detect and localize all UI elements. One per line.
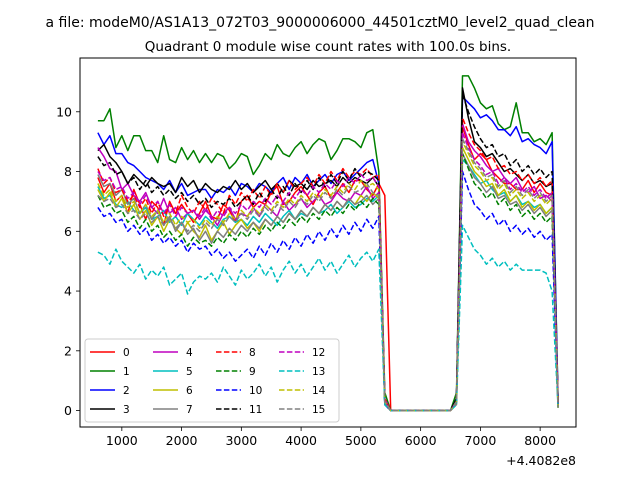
legend-label-1: 1: [123, 366, 130, 378]
series-layer: [97, 75, 559, 412]
x-axis-offset-label: +4.4082e8: [506, 453, 576, 468]
chart-title: Quadrant 0 module wise count rates with …: [145, 39, 511, 55]
x-tick-label: 1000: [106, 433, 138, 448]
series-line-4: [97, 122, 559, 412]
y-tick-label: 6: [64, 224, 72, 239]
series-line-1: [97, 75, 559, 412]
x-tick-label: 3000: [225, 433, 257, 448]
x-tick-label: 7000: [464, 433, 496, 448]
legend-label-9: 9: [249, 366, 256, 378]
series-line-10: [97, 170, 559, 412]
legend-label-2: 2: [123, 385, 130, 397]
series-line-12: [97, 131, 559, 412]
series-line-7: [97, 152, 559, 412]
legend-label-3: 3: [123, 404, 130, 416]
series-line-14: [97, 140, 559, 412]
y-tick-label: 10: [56, 104, 72, 119]
x-tick-label: 5000: [345, 433, 377, 448]
legend-box: [84, 338, 340, 423]
legend-label-12: 12: [312, 347, 325, 359]
series-line-13: [97, 224, 559, 412]
y-tick-label: 8: [64, 164, 72, 179]
figure-suptitle: a file: modeM0/AS1A13_072T03_9000006000_…: [46, 15, 595, 31]
x-tick-label: 4000: [285, 433, 317, 448]
legend-label-13: 13: [312, 366, 325, 378]
x-tick-label: 2000: [166, 433, 198, 448]
series-line-15: [97, 137, 559, 412]
series-line-8: [97, 117, 559, 412]
x-tick-label: 6000: [405, 433, 437, 448]
y-axis: 0 2 4 6 8 10: [56, 104, 80, 418]
legend-label-0: 0: [123, 347, 130, 359]
legend-label-10: 10: [249, 385, 262, 397]
legend-label-8: 8: [249, 347, 256, 359]
axes-frame: [79, 57, 577, 428]
legend-label-4: 4: [186, 347, 193, 359]
y-tick-label: 4: [64, 284, 72, 299]
x-axis: 1000 2000 3000 4000 5000 6000 7000 8000: [106, 427, 556, 448]
legend-label-11: 11: [249, 404, 262, 416]
legend-label-15: 15: [312, 404, 325, 416]
y-tick-label: 0: [64, 403, 72, 418]
legend-label-5: 5: [186, 366, 193, 378]
legend-label-7: 7: [186, 404, 193, 416]
legend-label-14: 14: [312, 385, 326, 397]
series-line-11: [97, 93, 559, 412]
legend-label-6: 6: [186, 385, 193, 397]
series-line-9: [97, 152, 559, 412]
y-tick-label: 2: [64, 343, 72, 358]
x-tick-label: 8000: [524, 433, 556, 448]
